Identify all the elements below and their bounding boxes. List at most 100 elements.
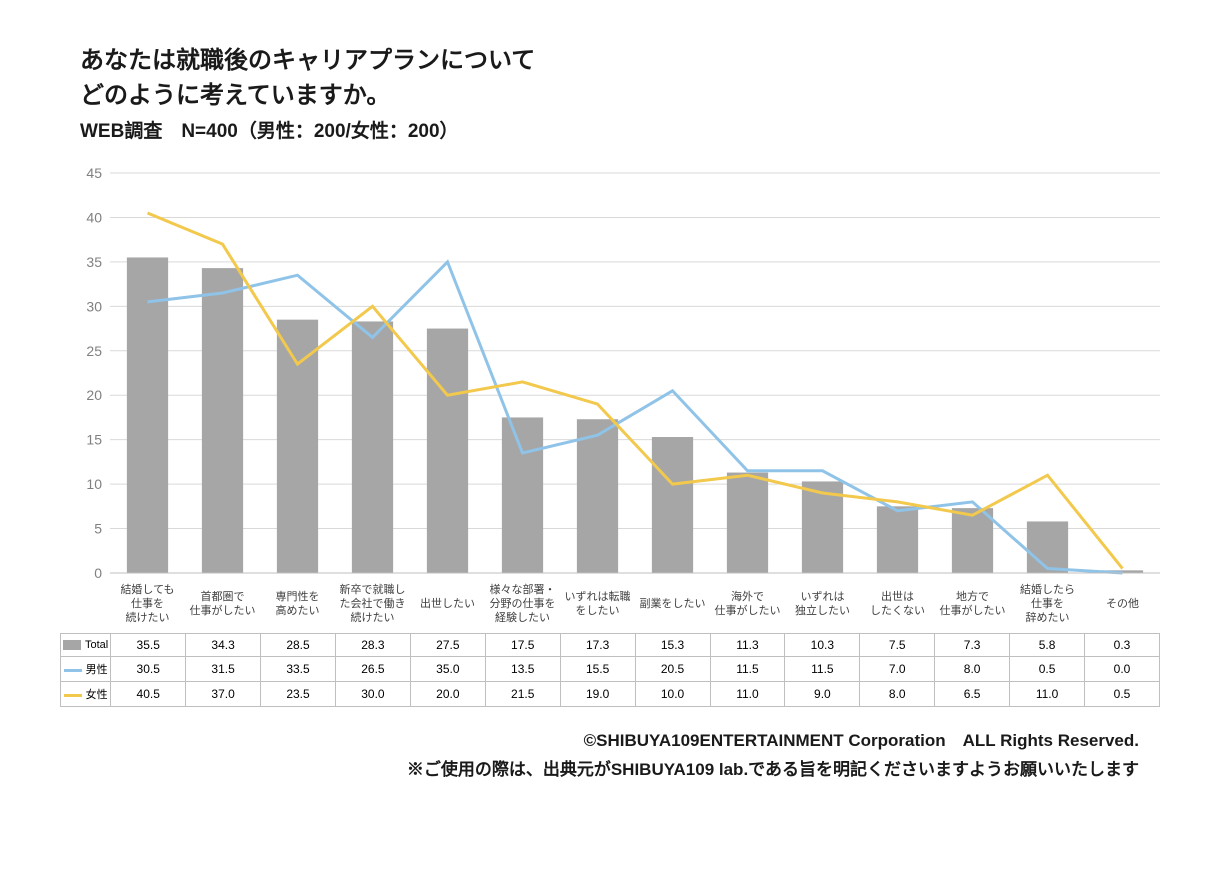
category-label: 仕事がしたい: [715, 603, 781, 617]
legend-male: 男性: [61, 657, 111, 682]
table-cell: 10.3: [785, 634, 860, 657]
table-cell: 8.0: [860, 682, 935, 707]
chart-svg: 051015202530354045結婚しても仕事を続けたい首都圏で仕事がしたい…: [60, 163, 1160, 633]
category-label: 高めたい: [276, 603, 320, 617]
bar: [952, 508, 993, 573]
bar: [877, 506, 918, 573]
bar: [427, 329, 468, 573]
svg-text:45: 45: [86, 165, 102, 181]
svg-text:10: 10: [86, 476, 102, 492]
table-cell: 35.5: [111, 634, 186, 657]
table-cell: 20.5: [635, 657, 710, 682]
category-label: 続けたい: [126, 610, 170, 624]
category-label: 出世したい: [420, 596, 475, 610]
title-block: あなたは就職後のキャリアプランについて どのように考えていますか。 WEB調査 …: [80, 40, 1169, 143]
svg-text:25: 25: [86, 343, 102, 359]
table-cell: 8.0: [935, 657, 1010, 682]
table-cell: 0.0: [1085, 657, 1160, 682]
table-cell: 23.5: [261, 682, 336, 707]
table-cell: 28.3: [335, 634, 410, 657]
table-cell: 17.5: [485, 634, 560, 657]
table-cell: 11.3: [710, 634, 785, 657]
category-label: いずれは: [801, 590, 845, 603]
category-label: た会社で働き: [340, 596, 406, 610]
table-cell: 31.5: [186, 657, 261, 682]
legend-total: Total: [61, 634, 111, 657]
bar: [577, 419, 618, 573]
svg-text:40: 40: [86, 209, 102, 225]
bar: [727, 473, 768, 573]
table-cell: 26.5: [335, 657, 410, 682]
category-label: 副業をしたい: [640, 597, 706, 610]
category-label: 独立したい: [795, 603, 850, 617]
table-cell: 34.3: [186, 634, 261, 657]
category-label: 首都圏で: [201, 589, 245, 603]
category-label: したくない: [870, 604, 925, 617]
svg-text:30: 30: [86, 298, 102, 314]
category-label: 経験したい: [495, 610, 550, 624]
data-table: Total35.534.328.528.327.517.517.315.311.…: [60, 633, 1160, 707]
table-cell: 11.5: [710, 657, 785, 682]
category-label: いずれは転職: [565, 590, 631, 603]
table-cell: 27.5: [410, 634, 485, 657]
bar: [352, 321, 393, 573]
category-label: 分野の仕事を: [490, 597, 556, 610]
table-cell: 13.5: [485, 657, 560, 682]
svg-text:0: 0: [94, 565, 102, 581]
table-cell: 35.0: [410, 657, 485, 682]
svg-text:5: 5: [94, 521, 102, 537]
table-cell: 7.0: [860, 657, 935, 682]
category-label: 様々な部署・: [490, 582, 556, 596]
svg-text:15: 15: [86, 432, 102, 448]
chart-container: あなたは就職後のキャリアプランについて どのように考えていますか。 WEB調査 …: [0, 0, 1229, 805]
bar: [652, 437, 693, 573]
category-label: 海外で: [731, 589, 764, 603]
category-label: 仕事を: [1031, 597, 1064, 610]
footer: ©SHIBUYA109ENTERTAINMENT Corporation ALL…: [60, 727, 1169, 785]
table-cell: 40.5: [111, 682, 186, 707]
bar: [202, 268, 243, 573]
table-cell: 19.0: [560, 682, 635, 707]
table-row: 女性40.537.023.530.020.021.519.010.011.09.…: [61, 682, 1160, 707]
table-cell: 30.0: [335, 682, 410, 707]
table-cell: 7.5: [860, 634, 935, 657]
bar: [127, 257, 168, 573]
category-label: 結婚したら: [1020, 582, 1075, 596]
title-line-2: どのように考えていますか。: [80, 75, 1169, 110]
category-label: をしたい: [576, 604, 620, 617]
category-label: 出世は: [881, 589, 914, 603]
table-cell: 5.8: [1010, 634, 1085, 657]
category-label: 新卒で就職し: [340, 582, 406, 596]
category-label: 辞めたい: [1026, 610, 1070, 624]
table-cell: 0.3: [1085, 634, 1160, 657]
table-cell: 17.3: [560, 634, 635, 657]
legend-female: 女性: [61, 682, 111, 707]
table-cell: 0.5: [1010, 657, 1085, 682]
footer-attribution: ※ご使用の際は、出典元がSHIBUYA109 lab.である旨を明記くださいます…: [60, 756, 1139, 785]
category-label: 仕事がしたい: [940, 603, 1006, 617]
table-cell: 37.0: [186, 682, 261, 707]
bar: [277, 320, 318, 573]
chart-area: 051015202530354045結婚しても仕事を続けたい首都圏で仕事がしたい…: [60, 163, 1169, 707]
bar: [502, 417, 543, 573]
table-cell: 10.0: [635, 682, 710, 707]
table-cell: 15.5: [560, 657, 635, 682]
table-cell: 11.0: [710, 682, 785, 707]
category-label: その他: [1106, 597, 1139, 610]
table-cell: 11.5: [785, 657, 860, 682]
category-label: 続けたい: [351, 610, 395, 624]
table-cell: 30.5: [111, 657, 186, 682]
subtitle: WEB調査 N=400（男性：200/女性：200）: [80, 116, 1169, 143]
table-cell: 9.0: [785, 682, 860, 707]
category-label: 仕事がしたい: [190, 603, 256, 617]
table-cell: 11.0: [1010, 682, 1085, 707]
footer-copyright: ©SHIBUYA109ENTERTAINMENT Corporation ALL…: [60, 727, 1139, 756]
table-row: 男性30.531.533.526.535.013.515.520.511.511…: [61, 657, 1160, 682]
category-label: 専門性を: [276, 589, 320, 603]
table-cell: 0.5: [1085, 682, 1160, 707]
table-cell: 15.3: [635, 634, 710, 657]
title-line-1: あなたは就職後のキャリアプランについて: [80, 40, 1169, 75]
svg-text:35: 35: [86, 254, 102, 270]
table-row: Total35.534.328.528.327.517.517.315.311.…: [61, 634, 1160, 657]
category-label: 結婚しても: [120, 582, 174, 596]
